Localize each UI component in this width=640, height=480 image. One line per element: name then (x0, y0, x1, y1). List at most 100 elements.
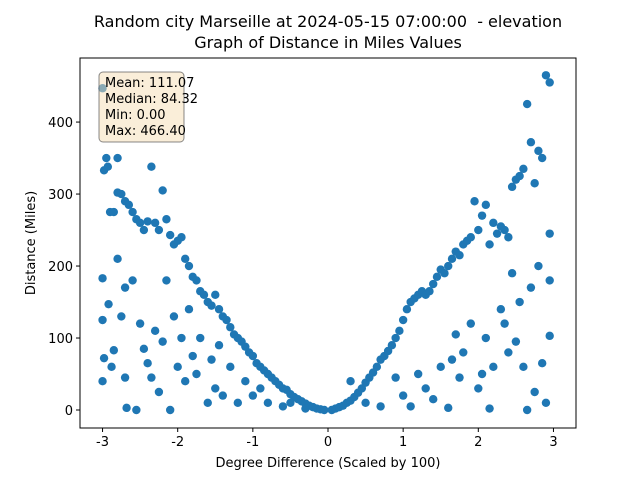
point (485, 404, 494, 413)
point (541, 398, 551, 408)
point (496, 305, 506, 314)
point (203, 398, 212, 408)
point (122, 403, 131, 413)
point (181, 254, 190, 264)
y-tick-label: 200 (48, 260, 73, 275)
y-tick-label: 0 (65, 404, 73, 419)
point (214, 341, 224, 350)
point (425, 287, 434, 296)
point (534, 261, 543, 271)
x-tick-label: 3 (549, 435, 557, 450)
point (256, 384, 265, 393)
point (455, 373, 464, 382)
point (233, 398, 243, 408)
point (196, 333, 205, 343)
point (162, 215, 171, 224)
point (504, 233, 513, 242)
point (173, 362, 182, 372)
point (515, 297, 524, 307)
stats-line: Mean: 111.07 (105, 76, 194, 91)
point (391, 333, 400, 343)
point (507, 269, 517, 278)
point (545, 331, 554, 341)
point (158, 186, 167, 195)
point (507, 182, 517, 192)
point (451, 330, 460, 339)
point (135, 319, 145, 328)
point (107, 362, 116, 372)
point (522, 99, 532, 109)
point (154, 387, 164, 397)
point (447, 355, 457, 364)
point (481, 333, 491, 343)
plot-area: -3 -2 -1 0 1 2 3 0 100 200 300 400 (48, 71, 558, 450)
point (372, 362, 382, 372)
point (103, 162, 113, 171)
point (421, 384, 430, 393)
point (98, 377, 107, 386)
point (162, 276, 171, 285)
point (526, 283, 536, 292)
point (139, 344, 149, 354)
point (120, 283, 130, 292)
point (537, 359, 547, 368)
point (489, 362, 498, 372)
point (169, 312, 179, 321)
point (541, 71, 551, 80)
point (477, 369, 487, 379)
point (218, 391, 227, 400)
axes-frame (79, 57, 577, 429)
point (120, 373, 130, 382)
point (158, 337, 167, 346)
point (128, 276, 137, 285)
point (98, 274, 107, 283)
point (534, 146, 543, 156)
point (286, 398, 295, 408)
point (184, 305, 194, 314)
stats-line: Max: 466.40 (105, 124, 186, 139)
point (470, 197, 479, 206)
point (346, 377, 355, 386)
point (248, 391, 258, 400)
point (481, 200, 491, 210)
point (263, 398, 273, 408)
point (147, 373, 156, 382)
x-tick-label: -1 (246, 435, 259, 450)
point (135, 218, 145, 228)
point (489, 218, 498, 228)
point (241, 377, 250, 386)
point (376, 402, 385, 411)
point (485, 240, 494, 249)
point (98, 315, 107, 325)
point (192, 369, 201, 379)
point (113, 254, 122, 264)
point (519, 164, 528, 174)
point (522, 405, 532, 415)
x-tick-label: 1 (399, 435, 407, 450)
point (440, 269, 449, 278)
point (117, 312, 126, 321)
point (192, 276, 201, 285)
point (143, 359, 152, 368)
x-tick-label: -2 (171, 435, 184, 450)
point (132, 405, 141, 415)
point (537, 153, 547, 163)
point (402, 305, 412, 314)
point (398, 315, 408, 325)
x-axis-label: Degree Difference (Scaled by 100) (216, 456, 441, 471)
point (361, 398, 370, 408)
point (406, 402, 415, 411)
point (511, 337, 521, 346)
point (444, 261, 453, 271)
point (99, 353, 109, 363)
point (109, 346, 119, 355)
point (429, 395, 438, 404)
point (301, 404, 310, 413)
point (500, 319, 509, 328)
point (320, 405, 329, 415)
point (165, 405, 175, 415)
point (222, 315, 231, 325)
point (207, 301, 216, 310)
